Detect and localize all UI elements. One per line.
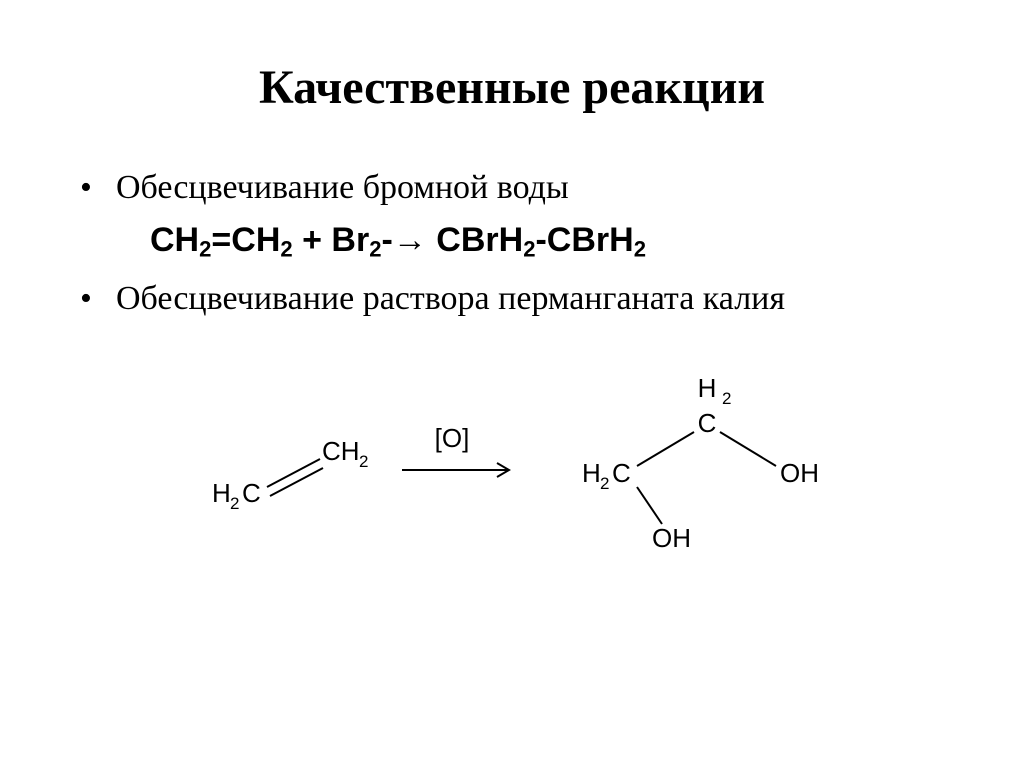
bullet-list: Обесцвечивание бромной воды — [60, 165, 964, 211]
product-oh-right: OH — [780, 458, 819, 488]
reactant-left-c2: C — [242, 478, 261, 508]
eq-part: + Br — [293, 221, 370, 259]
product-bond-c-oh-bottom — [637, 487, 662, 524]
eq-sub: 2 — [280, 236, 292, 261]
product-top-c: C — [698, 408, 717, 438]
bullet-item-2: Обесцвечивание раствора перманганата кал… — [80, 276, 964, 322]
product-top-h-sub: 2 — [722, 389, 731, 408]
eq-sub: 2 — [199, 236, 211, 261]
eq-arrow: → — [393, 222, 427, 259]
eq-part: =CH — [211, 221, 280, 259]
product-bond-c-oh-right — [720, 432, 776, 466]
product-oh-bottom: OH — [652, 523, 691, 553]
eq-sub: 2 — [369, 236, 381, 261]
bullet-item-1: Обесцвечивание бромной воды — [80, 165, 964, 211]
slide-title: Качественные реакции — [60, 60, 964, 115]
slide: Качественные реакции Обесцвечивание бром… — [0, 0, 1024, 767]
eq-sub: 2 — [634, 236, 646, 261]
reactant-left-sub: 2 — [230, 494, 239, 513]
product-left-sub: 2 — [600, 474, 609, 493]
product-left-h: H — [582, 458, 601, 488]
reactant-right-sub: 2 — [359, 452, 368, 471]
reactant-left-h: H — [212, 478, 231, 508]
product-left-c2: C — [612, 458, 631, 488]
eq-part: -CBrH — [535, 221, 633, 259]
reaction-diagram: H 2 C CH 2 [O] H 2 C H 2 C — [60, 352, 964, 572]
bromine-equation: CH2=CH2 + Br2-→ CBrH2-CBrH2 — [150, 221, 964, 263]
reaction-svg: H 2 C CH 2 [O] H 2 C H 2 C — [152, 352, 872, 572]
eq-part: CBrH — [427, 221, 523, 259]
product-bond-cc — [637, 432, 694, 466]
product-top-h: H — [698, 373, 717, 403]
eq-sub: 2 — [523, 236, 535, 261]
eq-part: CH — [150, 221, 199, 259]
eq-part: - — [382, 221, 393, 259]
reactant-right-c: CH — [322, 436, 360, 466]
oxidant-label: [O] — [435, 423, 470, 453]
bullet-list-2: Обесцвечивание раствора перманганата кал… — [60, 276, 964, 322]
